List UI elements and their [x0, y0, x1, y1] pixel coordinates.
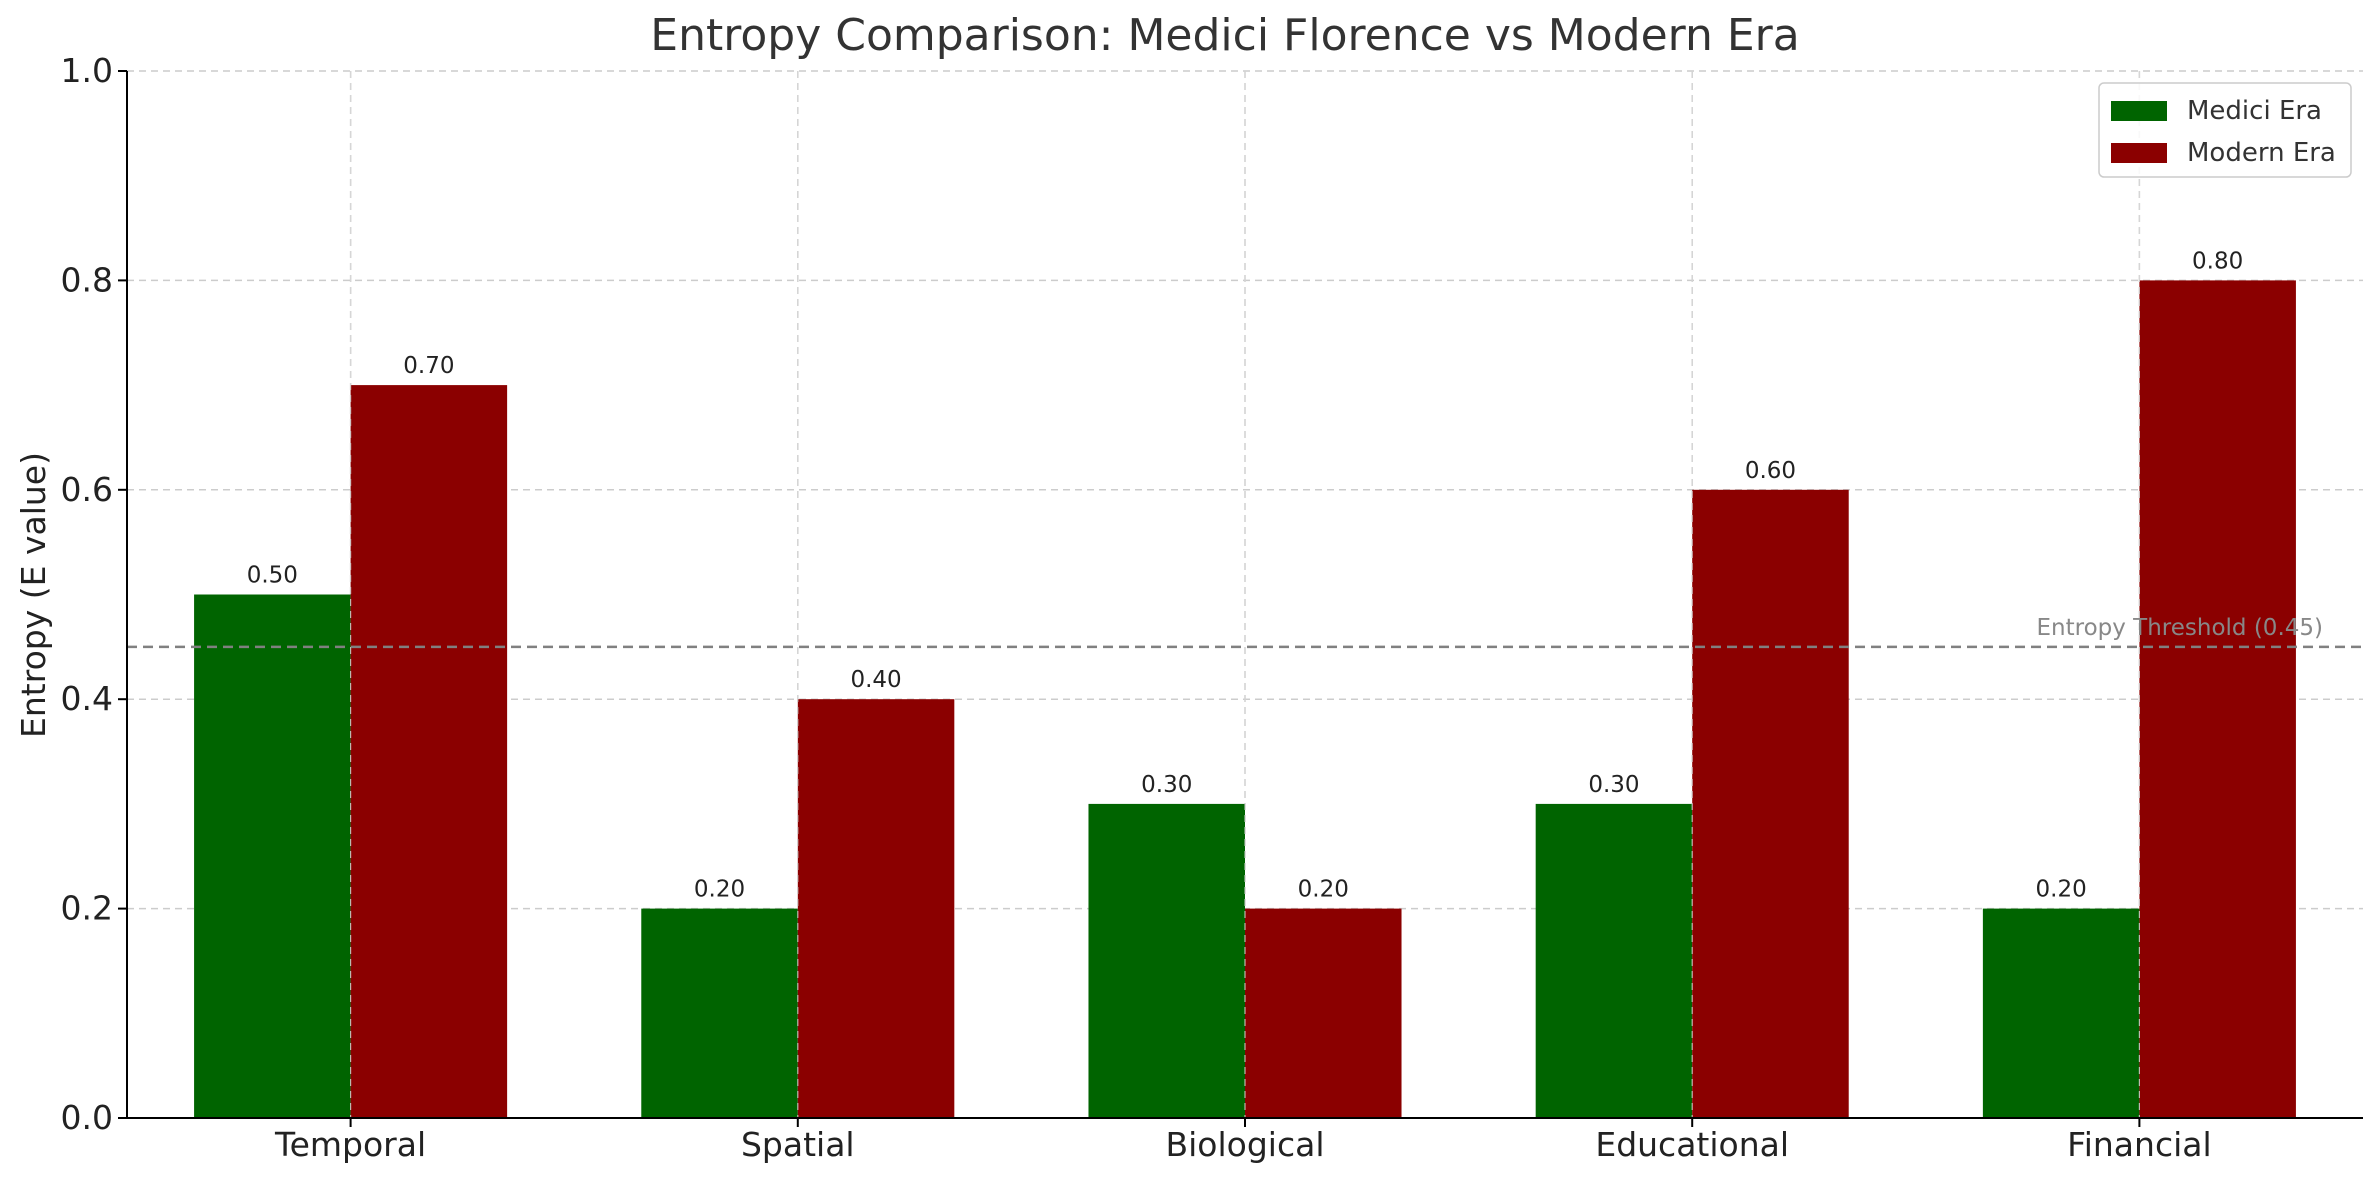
bar-value-label: 0.30 — [1141, 772, 1192, 798]
chart-title: Entropy Comparison: Medici Florence vs M… — [650, 10, 1799, 61]
bar-medici-financial — [1982, 908, 2140, 1118]
bars: 0.50 0.70 0.20 0.40 0.30 0.20 0.30 0.60 0.20 0.80 — [194, 71, 2296, 1119]
bar-value-label: 0.20 — [694, 877, 745, 903]
bar-value-label: 0.50 — [247, 563, 298, 589]
threshold-line-group: Entropy Threshold (0.45) — [127, 615, 2363, 649]
x-tick-label: Educational — [1595, 1125, 1789, 1164]
ticks: 0.0 0.2 0.4 0.6 0.8 1.0 Temporal Spatial Biologi… — [61, 51, 2212, 1164]
bar-modern-biological — [1245, 908, 1402, 1118]
bar-modern-spatial — [797, 699, 955, 1118]
bar-value-label: 0.40 — [850, 667, 901, 693]
bar-modern-educational — [1692, 489, 1849, 1118]
y-axis-label: Entropy (E value) — [14, 452, 53, 738]
bar-medici-temporal — [194, 594, 351, 1118]
x-tick-label: Financial — [2067, 1125, 2212, 1164]
y-tick-label: 1.0 — [61, 51, 113, 90]
y-tick-label: 0.6 — [61, 470, 113, 509]
bar-value-label: 0.70 — [403, 353, 454, 379]
bar-modern-financial — [2139, 280, 2296, 1118]
y-tick-label: 0.2 — [61, 889, 113, 928]
legend-swatch — [2111, 101, 2167, 121]
bar-value-label: 0.60 — [1745, 458, 1796, 484]
bar-medici-spatial — [641, 908, 798, 1118]
y-tick-label: 0.4 — [61, 679, 113, 718]
bar-value-label: 0.20 — [2036, 877, 2087, 903]
x-tick-label: Temporal — [274, 1125, 426, 1164]
bar-medici-educational — [1535, 803, 1693, 1118]
legend-label: Medici Era — [2187, 96, 2322, 126]
legend-label: Modern Era — [2187, 138, 2336, 168]
bar-modern-temporal — [350, 385, 508, 1119]
bar-medici-biological — [1088, 803, 1245, 1118]
bar-value-label: 0.80 — [2192, 248, 2243, 274]
bar-value-label: 0.30 — [1588, 772, 1639, 798]
x-tick-label: Spatial — [741, 1125, 855, 1164]
legend: Medici Era Modern Era — [2098, 82, 2352, 178]
y-tick-label: 0.0 — [61, 1098, 113, 1137]
y-tick-label: 0.8 — [61, 260, 113, 299]
bar-value-label: 0.20 — [1298, 877, 1349, 903]
threshold-label: Entropy Threshold (0.45) — [2037, 615, 2324, 641]
legend-swatch — [2111, 143, 2167, 163]
x-tick-label: Biological — [1165, 1125, 1324, 1164]
